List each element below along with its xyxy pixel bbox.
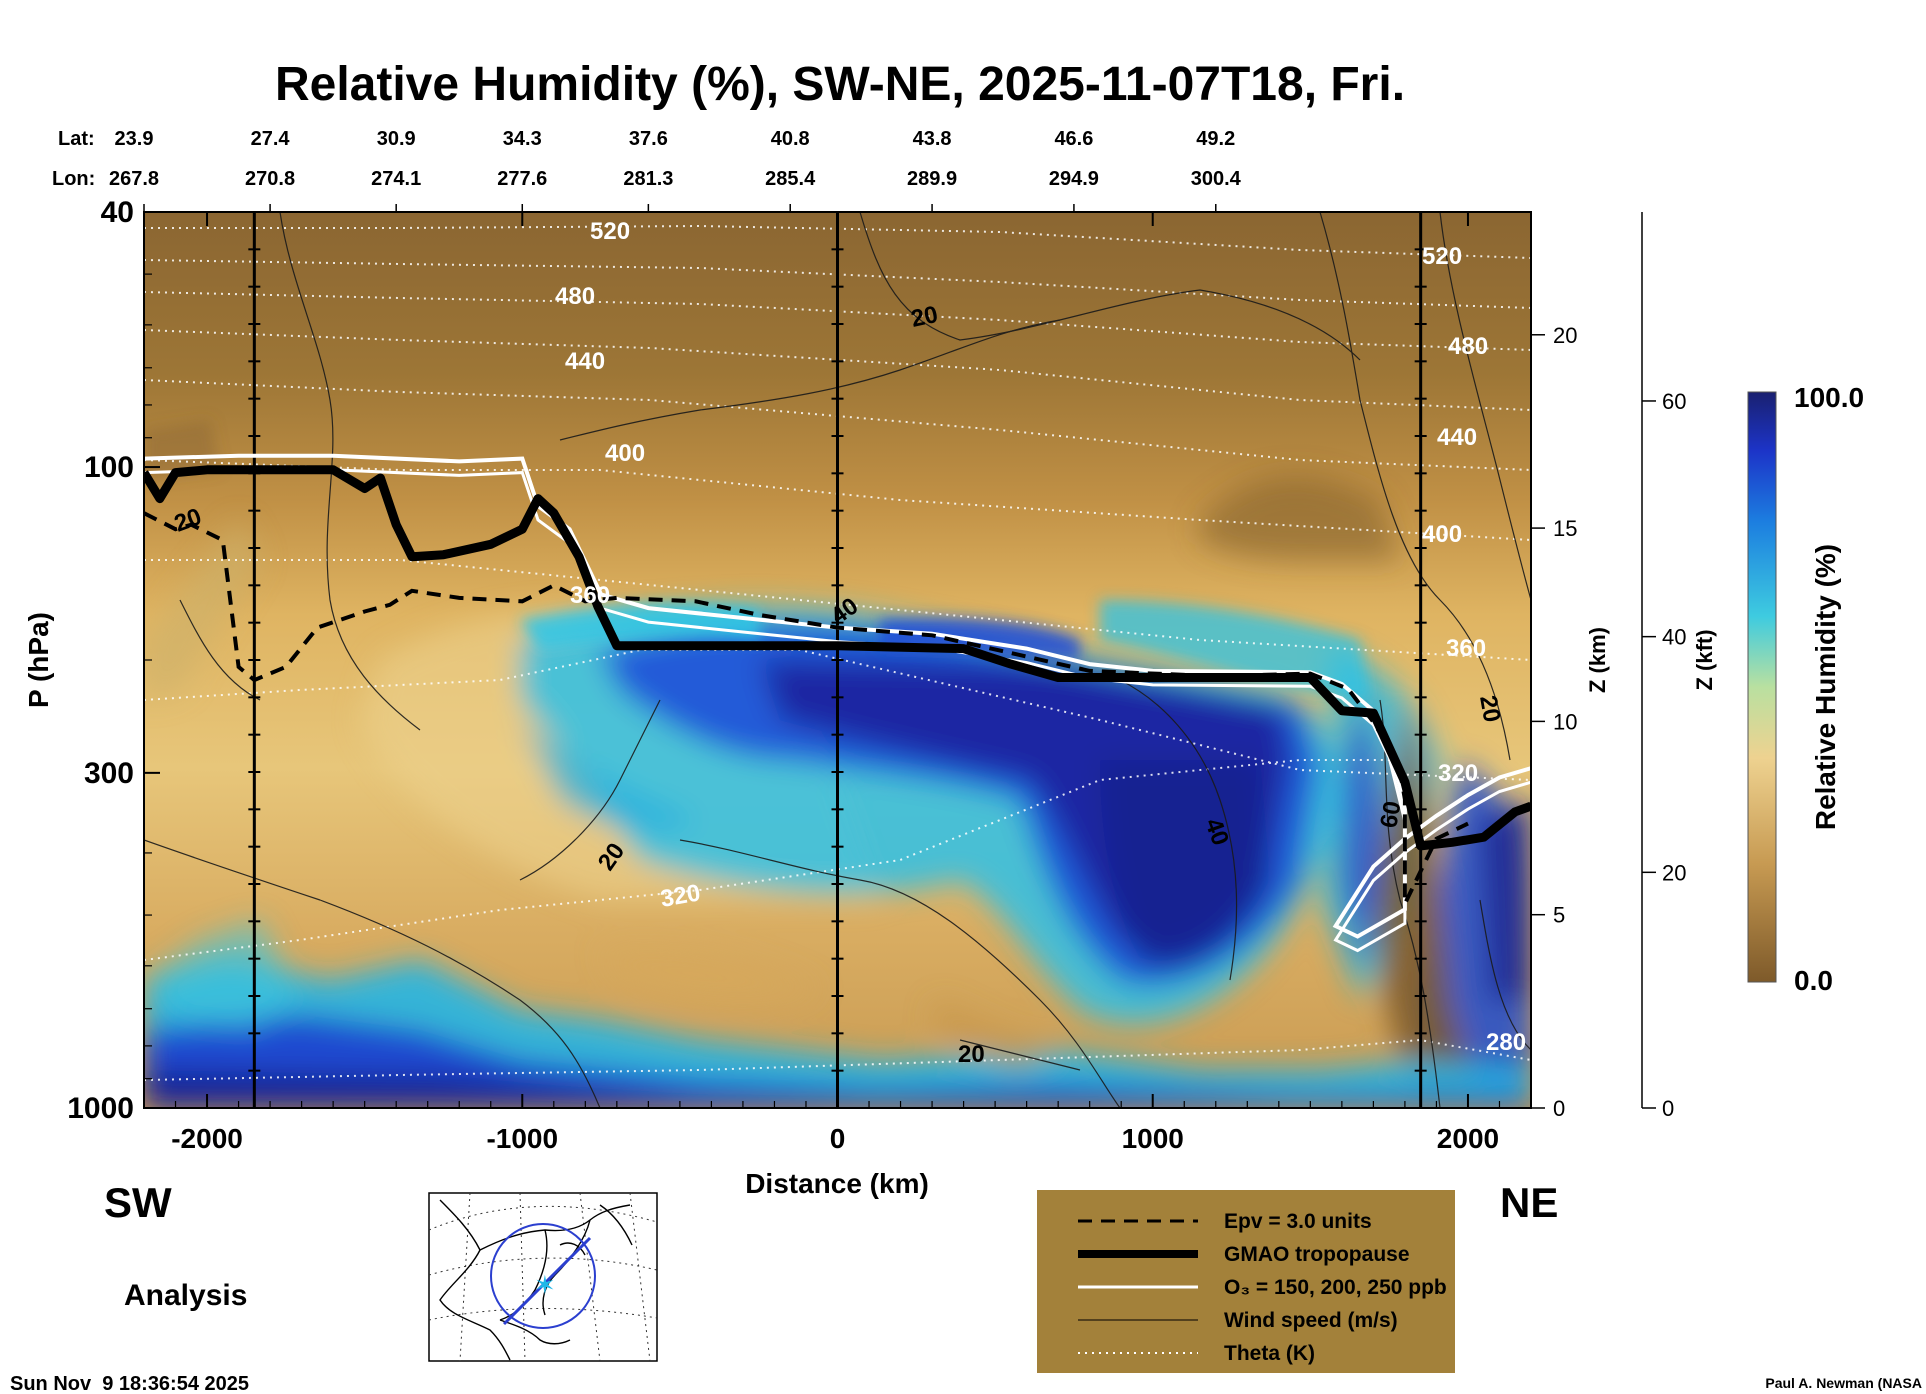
inset-map-range-circle — [490, 1223, 596, 1329]
z-km-tick-label: 10 — [1553, 709, 1577, 734]
z-km-tick-label: 15 — [1553, 516, 1577, 541]
z-km-axis-label: Z (km) — [1585, 627, 1610, 693]
lon-value: 294.9 — [1049, 168, 1099, 190]
theta-label-480: 480 — [555, 283, 595, 310]
z-kft-tick-label: 60 — [1662, 389, 1686, 414]
rh-shading — [144, 476, 1531, 1108]
theta-label-520: 520 — [590, 218, 630, 245]
z-km-tick-label: 20 — [1553, 323, 1577, 348]
theta-label-280: 280 — [1486, 1029, 1526, 1056]
z-kft-tick-label: 40 — [1662, 625, 1686, 650]
y-axis-label: P (hPa) — [23, 612, 54, 708]
wind-label-20-e: 20 — [1474, 693, 1505, 724]
lon-value: 285.4 — [765, 168, 816, 190]
x-tick-label: 1000 — [1122, 1123, 1184, 1154]
inset-map-graticule — [428, 1192, 658, 1362]
wind-label-20-a: 20 — [909, 301, 941, 333]
wind-label-20-d: 20 — [958, 1041, 985, 1068]
y-tick-label: 40 — [101, 196, 134, 229]
plot-area: 520 480 440 400 360 320 520 480 440 400 … — [144, 212, 1531, 1108]
colorbar-label: Relative Humidity (%) — [1810, 544, 1841, 830]
lon-value: 267.8 — [109, 168, 159, 190]
x-tick-label: 2000 — [1437, 1123, 1499, 1154]
vertical-marker-lines — [248, 212, 1427, 1108]
theta-contours — [144, 224, 1531, 1081]
lon-value: 300.4 — [1191, 168, 1242, 190]
legend-label-epv: Epv = 3.0 units — [1224, 1210, 1372, 1233]
legend-label-theta: Theta (K) — [1224, 1342, 1315, 1365]
y-axis: 40 100 300 1000 — [67, 196, 160, 1125]
z-km-tick-label: 5 — [1553, 903, 1565, 928]
colorbar — [1747, 391, 1777, 983]
analysis-label: Analysis — [124, 1279, 247, 1312]
x-axis: -2000 -1000 0 1000 2000 — [143, 212, 1532, 1154]
colorbar-min-label: 0.0 — [1794, 965, 1833, 996]
legend: Epv = 3.0 units GMAO tropopause O₃ = 150… — [1037, 1190, 1455, 1373]
z-km-tick-label: 0 — [1553, 1096, 1565, 1121]
legend-label-wind: Wind speed (m/s) — [1224, 1309, 1398, 1332]
lat-value: 27.4 — [251, 128, 291, 150]
y-tick-label: 100 — [84, 451, 134, 484]
z-kft-axis: 0 20 40 60 — [1641, 212, 1686, 1121]
theta-label-520-right: 520 — [1422, 243, 1462, 270]
x-tick-label: 0 — [830, 1123, 846, 1154]
theta-label-440: 440 — [565, 348, 605, 375]
y-tick-label: 1000 — [67, 1092, 134, 1125]
inset-map-center-star-icon: ✶ — [534, 1270, 556, 1300]
inset-map-frame — [428, 1192, 658, 1362]
lon-value: 277.6 — [497, 168, 547, 190]
ozone-contour-line — [144, 453, 1531, 939]
theta-label-480-right: 480 — [1448, 333, 1488, 360]
lat-value: 43.8 — [913, 128, 952, 150]
theta-label-320-right: 320 — [1438, 760, 1478, 787]
x-axis-label: Distance (km) — [745, 1168, 929, 1199]
lat-value: 30.9 — [377, 128, 416, 150]
contour-labels: 520 480 440 400 360 320 520 480 440 400 … — [171, 218, 1526, 1068]
lat-label: Lat: — [58, 128, 95, 150]
wind-speed-contours — [144, 212, 1531, 1108]
lat-lon-ticks: 23.9 267.8 27.4 270.8 30.9 274.1 34.3 277.6 37.6… — [109, 128, 1242, 212]
epv-contour-line — [144, 511, 1469, 905]
timestamp: Sun Nov 9 18:36:54 2025 — [10, 1373, 249, 1394]
z-km-axis: 0 5 10 15 20 — [1531, 323, 1577, 1121]
lon-value: 274.1 — [371, 168, 421, 190]
x-tick-label: -1000 — [486, 1123, 558, 1154]
chart-title: Relative Humidity (%), SW-NE, 2025-11-07… — [275, 58, 1405, 111]
legend-label-tropopause: GMAO tropopause — [1224, 1243, 1410, 1266]
y-tick-label: 300 — [84, 757, 134, 790]
theta-label-400-right: 400 — [1422, 521, 1462, 548]
lon-value: 289.9 — [907, 168, 957, 190]
colorbar-max-label: 100.0 — [1794, 382, 1864, 413]
lon-value: 281.3 — [623, 168, 673, 190]
tropopause-line — [144, 465, 1531, 851]
z-kft-tick-label: 0 — [1662, 1096, 1674, 1121]
lon-value: 270.8 — [245, 168, 295, 190]
ne-label: NE — [1500, 1179, 1558, 1226]
z-kft-axis-label: Z (kft) — [1692, 629, 1717, 690]
lon-label: Lon: — [52, 168, 95, 190]
inset-map-coastlines — [439, 1199, 633, 1361]
sw-label: SW — [104, 1179, 172, 1226]
theta-label-400: 400 — [605, 440, 645, 467]
wind-label-60: 60 — [1375, 799, 1406, 830]
lat-value: 34.3 — [503, 128, 542, 150]
inset-map: ✶ — [428, 1192, 658, 1362]
theta-label-440-right: 440 — [1437, 424, 1477, 451]
lat-value: 23.9 — [115, 128, 154, 150]
legend-label-ozone: O₃ = 150, 200, 250 ppb — [1224, 1276, 1447, 1299]
z-kft-tick-label: 20 — [1662, 860, 1686, 885]
lat-value: 46.6 — [1054, 128, 1093, 150]
inset-map-transect — [502, 1236, 592, 1326]
lat-value: 49.2 — [1196, 128, 1235, 150]
credit: Paul A. Newman (NASA — [1765, 1375, 1922, 1391]
lat-value: 40.8 — [771, 128, 810, 150]
lat-value: 37.6 — [629, 128, 668, 150]
theta-label-360: 360 — [570, 582, 610, 609]
theta-label-360-right: 360 — [1446, 635, 1486, 662]
x-tick-label: -2000 — [171, 1123, 243, 1154]
